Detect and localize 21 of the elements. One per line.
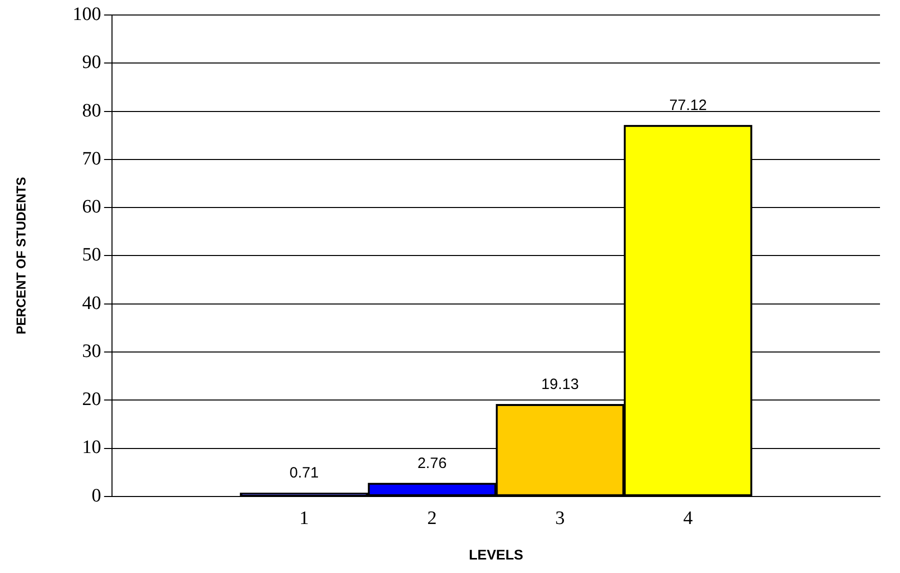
y-tick-label: 80 <box>82 100 102 122</box>
x-tick-label: 2 <box>427 508 437 529</box>
y-tick-label: 100 <box>72 4 102 25</box>
y-tick-label: 50 <box>82 244 102 266</box>
data-label: 2.76 <box>417 454 447 472</box>
data-label: 77.12 <box>669 96 707 114</box>
y-tick-label: 30 <box>82 340 102 362</box>
x-tick-label: 4 <box>683 508 694 529</box>
data-label: 19.13 <box>541 376 579 393</box>
x-tick-label: 3 <box>555 508 565 529</box>
x-tick-label: 1 <box>299 508 309 529</box>
x-axis-title: LEVELS <box>468 546 524 562</box>
y-tick-label: 20 <box>82 389 102 410</box>
y-tick-label: 10 <box>82 437 102 458</box>
y-tick-label: 90 <box>82 52 102 74</box>
y-tick-label: 0 <box>92 485 102 506</box>
y-tick-label: 70 <box>82 148 102 170</box>
y-axis-title: PERCENT OF STUDENTS <box>13 176 28 334</box>
y-tick-label: 40 <box>82 292 102 314</box>
data-label: 0.71 <box>289 464 319 482</box>
y-tick-label: 60 <box>82 196 102 218</box>
